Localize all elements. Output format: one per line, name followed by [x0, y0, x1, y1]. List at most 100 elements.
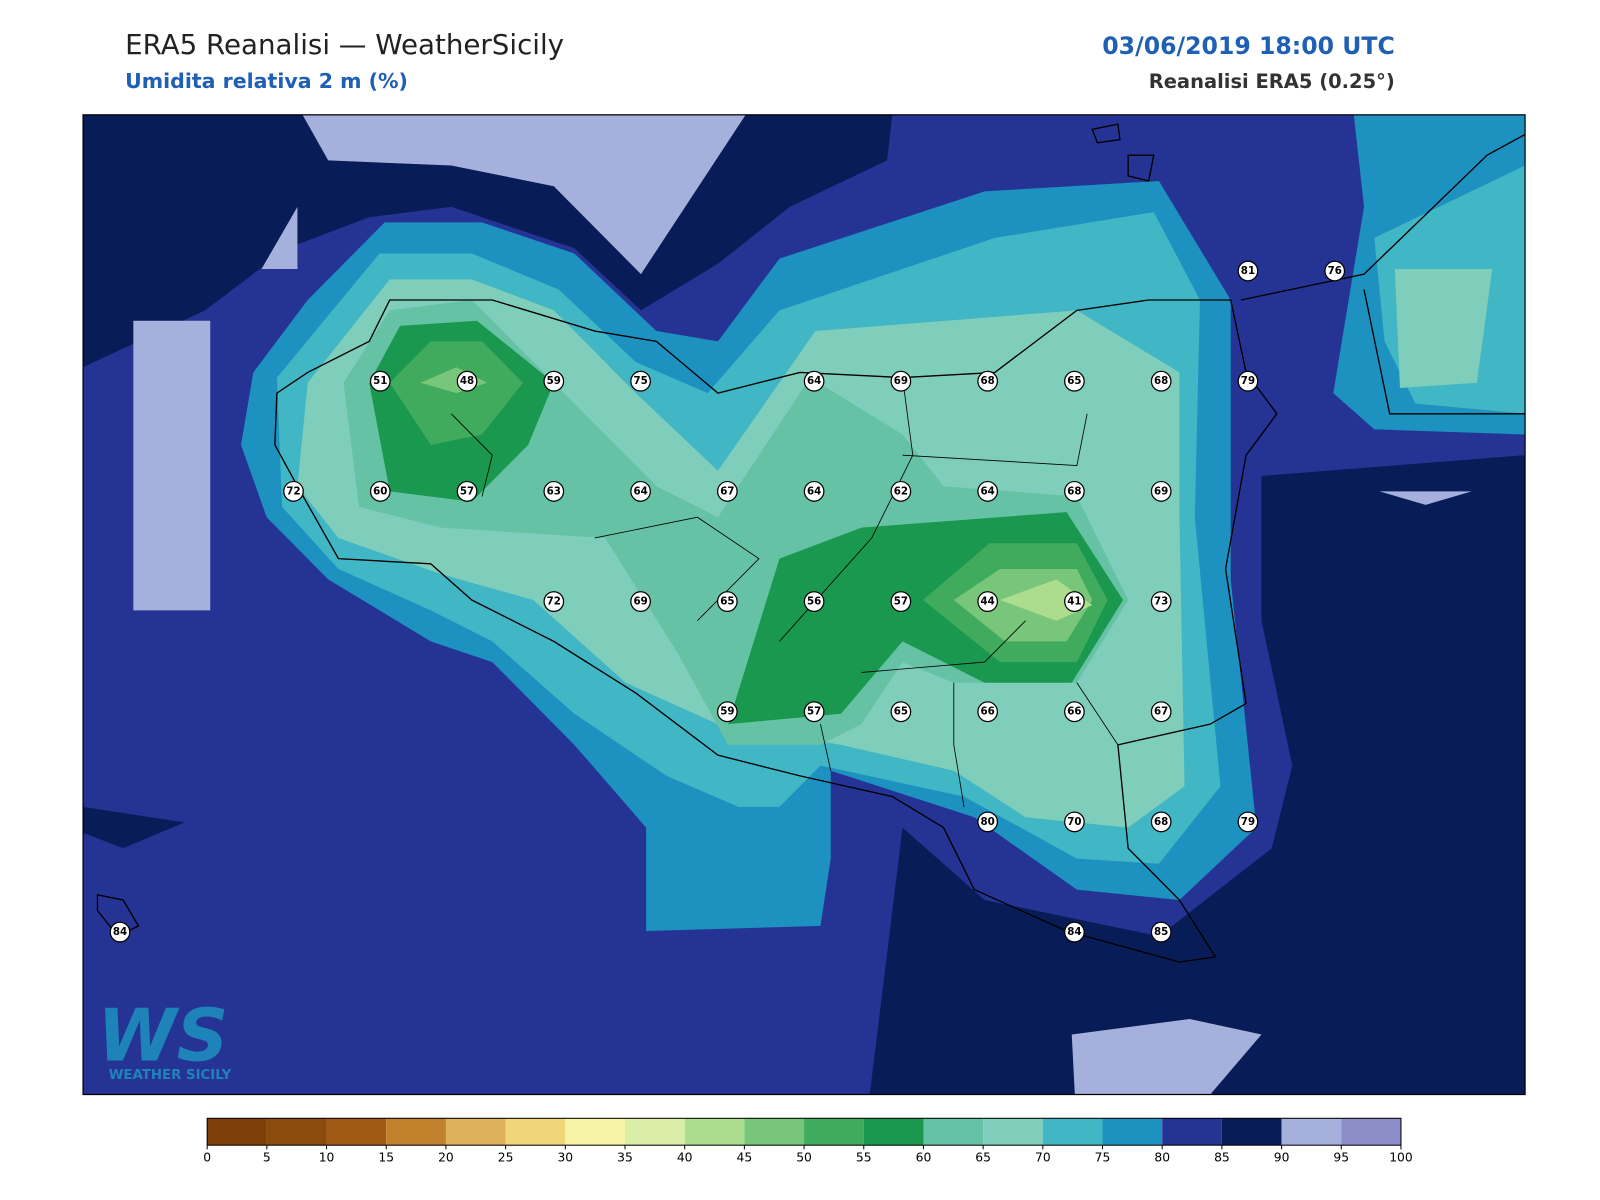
- station-value: 73: [1154, 596, 1168, 608]
- station-value: 72: [547, 596, 561, 608]
- station: 67: [716, 480, 738, 502]
- station-value: 69: [1154, 485, 1168, 497]
- colorbar-swatch: [1341, 1118, 1401, 1146]
- station-value: 48: [460, 375, 474, 387]
- station-value: 68: [1154, 816, 1168, 828]
- colorbar-swatch: [326, 1118, 387, 1146]
- station-marker: [543, 591, 565, 613]
- colorbar-swatch: [386, 1118, 446, 1146]
- station-marker: [1064, 591, 1085, 613]
- station-marker: [630, 591, 651, 613]
- station-marker: [977, 370, 999, 392]
- station-value: 69: [894, 375, 908, 387]
- station-marker: [803, 370, 825, 392]
- colorbar-label: 0: [203, 1151, 211, 1165]
- station-marker: [369, 370, 391, 392]
- station-value: 65: [1067, 375, 1081, 387]
- colorbar-swatch: [1221, 1118, 1282, 1146]
- colorbar-label: 30: [557, 1151, 573, 1165]
- station-value: 59: [547, 375, 561, 387]
- field: [869, 455, 1526, 1095]
- station: 60: [369, 480, 391, 502]
- station: 84: [109, 921, 131, 943]
- station: 73: [1150, 591, 1172, 613]
- map: 81 76 51 48 59 75 64 69 68 65 68 79 72 60 57 63 64 67 64 62…: [83, 114, 1526, 1095]
- station: 51: [369, 370, 391, 392]
- map-frame: [82, 114, 1526, 1096]
- station-value: 68: [1154, 375, 1168, 387]
- station-value: 67: [720, 485, 734, 497]
- station: 44: [977, 591, 999, 613]
- station-marker: [1150, 370, 1172, 392]
- station-marker: [1150, 591, 1172, 613]
- station-marker: [1150, 921, 1172, 943]
- station: 76: [1324, 260, 1346, 282]
- station-value: 64: [807, 375, 821, 387]
- station: 79: [1237, 811, 1259, 833]
- station-marker: [1237, 260, 1259, 282]
- colorbar-label: 75: [1095, 1151, 1111, 1165]
- colorbar-label: 85: [1214, 1151, 1230, 1165]
- station-value: 72: [286, 485, 300, 497]
- station-marker: [716, 701, 738, 723]
- station-marker: [109, 921, 131, 943]
- station-marker: [803, 591, 825, 613]
- station-marker: [716, 480, 738, 502]
- station-value: 64: [633, 485, 647, 497]
- colorbar-swatch: [1162, 1118, 1222, 1146]
- station: 62: [890, 480, 912, 502]
- field: [83, 806, 185, 849]
- colorbar-label: 80: [1154, 1151, 1170, 1165]
- station: 68: [1150, 370, 1172, 392]
- logo-mark: WS: [97, 994, 228, 1078]
- station: 41: [1064, 591, 1085, 613]
- colorbar-label: 15: [378, 1151, 394, 1165]
- colorbar-label: 40: [677, 1151, 693, 1165]
- station-value: 44: [981, 596, 995, 608]
- station: 57: [890, 591, 912, 613]
- station-value: 66: [1067, 706, 1081, 718]
- station-marker: [1064, 921, 1085, 943]
- station-marker: [890, 701, 912, 723]
- colorbar-label: 55: [856, 1151, 872, 1165]
- station-marker: [890, 370, 912, 392]
- station: 59: [543, 370, 565, 392]
- station-marker: [1324, 260, 1346, 282]
- station: 66: [1064, 701, 1085, 723]
- station: 70: [1064, 811, 1085, 833]
- station: 68: [1064, 480, 1085, 502]
- colorbar-label: 45: [737, 1151, 753, 1165]
- colorbar-label: 60: [916, 1151, 932, 1165]
- station-marker: [630, 370, 651, 392]
- station-value: 68: [1067, 485, 1081, 497]
- station-value: 69: [633, 596, 647, 608]
- colorbar-swatch: [923, 1118, 984, 1146]
- station: 85: [1150, 921, 1172, 943]
- station: 65: [1064, 370, 1085, 392]
- station-marker: [1064, 701, 1085, 723]
- station: 81: [1237, 260, 1259, 282]
- station: 79: [1237, 370, 1259, 392]
- colorbar-swatch: [266, 1118, 327, 1146]
- station-value: 81: [1241, 265, 1255, 277]
- colorbar-label: 25: [498, 1151, 514, 1165]
- coastline: [274, 299, 1278, 963]
- colorbar-swatch: [1042, 1118, 1103, 1146]
- colorbar-swatch: [983, 1118, 1043, 1146]
- station-marker: [1064, 480, 1085, 502]
- colorbar-label: 20: [438, 1151, 454, 1165]
- logo: WS WEATHER SICILY: [97, 994, 231, 1083]
- station: 66: [977, 701, 999, 723]
- station: 84: [1064, 921, 1085, 943]
- station: 69: [1150, 480, 1172, 502]
- colorbar: 0 5 10 15 20 25 30 35 40 45 50 55 60 65 70 75 80 85 90 95 10…: [203, 1117, 1413, 1165]
- source: Reanalisi ERA5 (0.25°): [1149, 70, 1395, 93]
- station: 69: [630, 591, 651, 613]
- colorbar-swatch: [684, 1118, 745, 1146]
- station-value: 64: [807, 485, 821, 497]
- station-value: 57: [807, 706, 821, 718]
- station: 48: [456, 370, 478, 392]
- station: 65: [716, 591, 738, 613]
- station-marker: [803, 701, 825, 723]
- station-value: 59: [720, 706, 734, 718]
